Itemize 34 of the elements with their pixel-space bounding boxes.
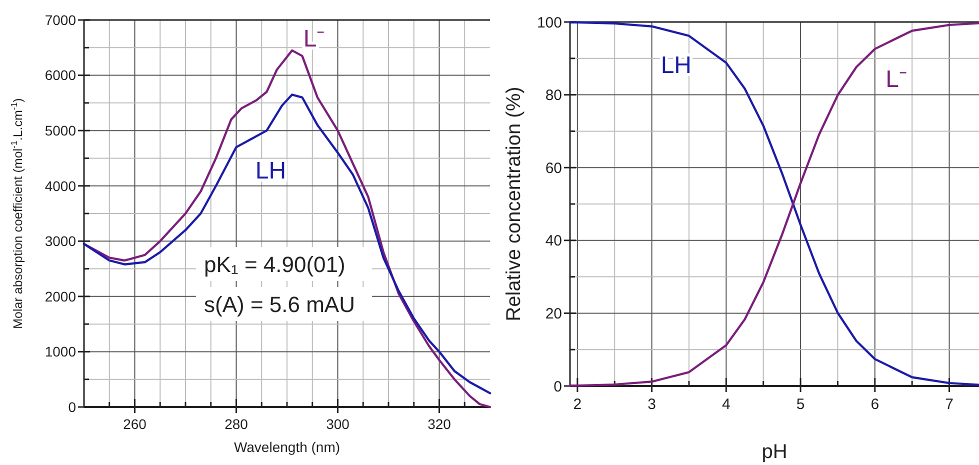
series-label: L⁻ [886, 66, 907, 94]
series-label: LH [255, 158, 286, 185]
x-tick-label: 5 [796, 396, 805, 413]
y-tick-label: 80 [545, 87, 562, 104]
x-tick-label: 6 [870, 396, 880, 413]
y-tick-label: 60 [545, 160, 562, 177]
series-label: LH [660, 52, 692, 79]
x-tick-label: 3 [648, 396, 656, 413]
annotation: pK₁ = 4.90(01) [204, 252, 346, 277]
y-tick-label: 3000 [44, 233, 76, 250]
y-tick-label: 0 [554, 378, 562, 396]
y-tick-label: 20 [545, 305, 562, 322]
y-tick-label: 4000 [44, 178, 76, 194]
line-series [82, 94, 492, 394]
x-tick-label: 320 [428, 416, 452, 432]
y-axis-title: Relative concentration (%) [503, 86, 525, 322]
series-label: L⁻ [303, 25, 325, 52]
y-tick-label: 100 [536, 14, 562, 32]
x-axis-title: pH [762, 441, 788, 463]
x-axis-title: Wavelength (nm) [234, 439, 340, 455]
annotation: s(A) = 5.6 mAU [204, 292, 355, 317]
x-tick-label: 4 [722, 396, 730, 413]
y-tick-label: 0 [68, 398, 76, 415]
x-tick-label: 300 [326, 416, 350, 432]
y-tick-label: 1000 [44, 344, 76, 360]
x-tick-label: 260 [123, 416, 147, 432]
x-tick-label: 2 [573, 396, 582, 413]
y-tick-label: 5000 [44, 122, 76, 138]
x-tick-label: 280 [224, 416, 248, 432]
y-tick-label: 40 [545, 232, 562, 250]
y-tick-label: 2000 [44, 288, 76, 304]
y-tick-label: 7000 [44, 12, 76, 28]
y-tick-label: 6000 [44, 67, 76, 84]
x-tick-label: 7 [945, 396, 954, 413]
